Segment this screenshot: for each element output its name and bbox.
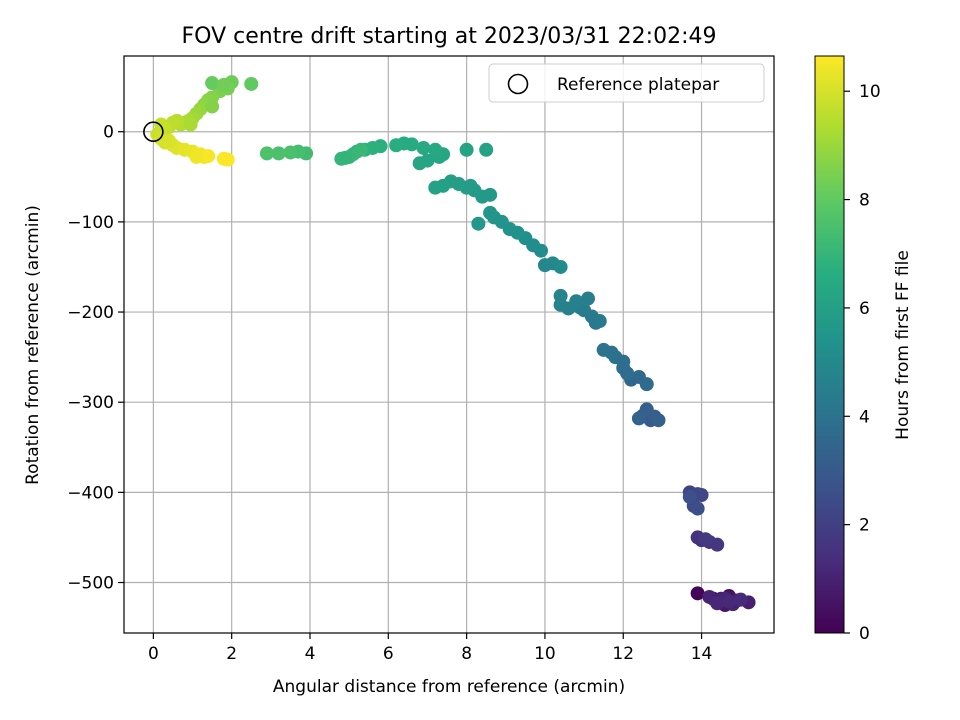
data-point: [283, 145, 298, 160]
data-point: [244, 76, 259, 91]
y-tick-label: 0: [103, 123, 114, 143]
colorbar-tick-label: 8: [859, 191, 870, 211]
y-tick-label: −100: [67, 213, 114, 233]
legend-box: [488, 63, 765, 103]
x-tick-label: 0: [148, 644, 159, 664]
x-tick-label: 8: [461, 644, 472, 664]
data-point: [216, 77, 231, 92]
data-point: [631, 411, 646, 426]
data-point: [271, 146, 286, 161]
y-tick-label: −300: [67, 393, 114, 413]
data-point: [389, 138, 404, 153]
data-point: [690, 586, 705, 601]
data-point: [639, 402, 654, 417]
x-tick-label: 12: [612, 644, 634, 664]
reference-point: [143, 121, 164, 143]
data-point: [162, 133, 177, 148]
reference-marker: [143, 121, 164, 143]
x-tick-label: 10: [534, 644, 556, 664]
colorbar-tick-label: 2: [859, 516, 870, 536]
y-axis: 0 −100 −200 −300 −400 −500: [67, 123, 124, 594]
y-tick-label: −500: [67, 574, 114, 594]
data-point: [338, 150, 353, 165]
data-point: [710, 596, 725, 611]
colorbar-tick-label: 0: [859, 624, 870, 644]
x-axis: 0 2 4 6 8 10 12 14: [148, 633, 712, 664]
x-axis-label: Angular distance from reference (arcmin): [273, 677, 625, 697]
x-tick-label: 4: [305, 644, 316, 664]
colorbar-tick-label: 10: [859, 82, 881, 102]
data-point: [205, 76, 220, 91]
colorbar-tick-label: 6: [859, 299, 870, 319]
data-point: [710, 537, 725, 552]
grid: [124, 56, 774, 633]
data-point: [581, 291, 596, 306]
data-point: [690, 501, 705, 516]
data-point: [428, 180, 443, 195]
data-point: [459, 142, 474, 157]
data-point: [353, 142, 368, 157]
data-point: [259, 146, 274, 161]
data-point: [183, 117, 198, 132]
data-point: [694, 488, 709, 503]
data-point: [733, 592, 748, 607]
data-point: [698, 532, 713, 547]
data-point: [471, 216, 486, 231]
legend-reference-marker: [507, 73, 529, 95]
colorbar-ticks: 0 2 4 6 8 10: [844, 82, 881, 644]
data-point: [463, 178, 478, 193]
colorbar: 0 2 4 6 8 10 Hours from first FF file: [814, 55, 913, 644]
chart-title: FOV centre drift starting at 2023/03/31 …: [182, 24, 717, 49]
data-point: [189, 149, 204, 164]
legend-entry-label: Reference platepar: [557, 75, 719, 95]
data-point: [616, 360, 631, 375]
y-tick-label: −400: [67, 483, 114, 503]
data-point: [682, 489, 697, 504]
data-point: [553, 259, 568, 274]
y-tick-label: −200: [67, 303, 114, 323]
plot-frame: [123, 55, 775, 634]
data-point: [205, 99, 220, 114]
data-point: [428, 142, 443, 157]
data-point: [479, 142, 494, 157]
data-point: [483, 187, 498, 202]
data-point: [416, 140, 431, 155]
x-tick-label: 6: [383, 644, 394, 664]
data-point: [201, 149, 216, 164]
data-point: [483, 205, 498, 220]
data-point: [639, 377, 654, 392]
data-point: [592, 314, 607, 329]
data-point: [420, 153, 435, 168]
data-point: [651, 413, 666, 428]
colorbar-tick-label: 4: [859, 407, 870, 427]
colorbar-gradient: [814, 55, 845, 634]
data-point: [721, 594, 736, 609]
legend: Reference platepar: [488, 63, 765, 103]
x-tick-label: 14: [691, 644, 713, 664]
colorbar-label: Hours from first FF file: [893, 250, 913, 440]
data-point: [220, 152, 235, 167]
data-point: [553, 288, 568, 303]
data-points: [150, 75, 756, 613]
y-axis-label: Rotation from reference (arcmin): [23, 205, 43, 485]
x-tick-label: 2: [226, 644, 237, 664]
data-point: [596, 342, 611, 357]
